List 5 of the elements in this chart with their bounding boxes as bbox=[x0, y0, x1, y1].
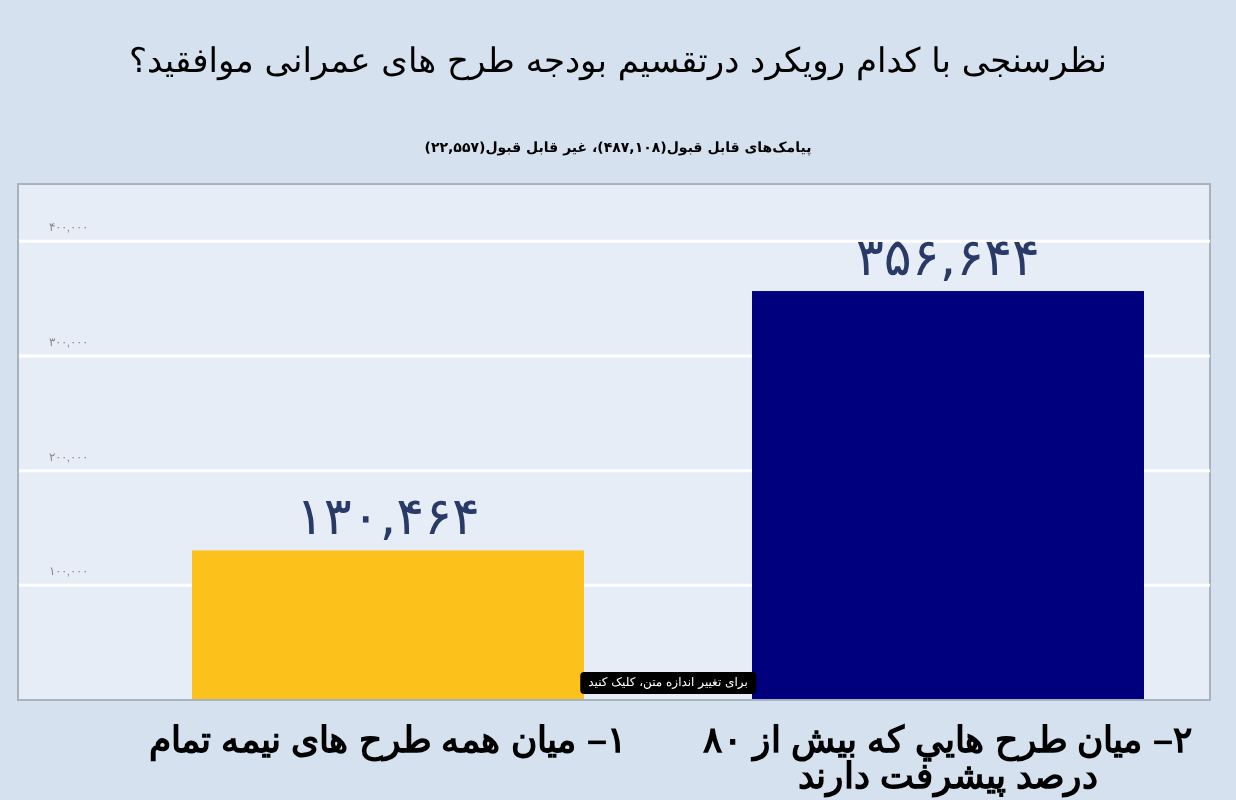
x-tick-label: ۲– میان طرح هایي که بیش از ۸۰ درصد پیشرفت دارند bbox=[700, 720, 1194, 798]
data-label: ۳۵۶,۶۴۴ bbox=[855, 229, 1041, 290]
data-label: ۱۳۰,۴۶۴ bbox=[295, 488, 481, 549]
chart-title: نظرسنجی با کدام رویکرد درتقسیم بودجه طرح های عمرانی موافقید؟ bbox=[128, 42, 1108, 82]
x-tick-label: ۱– میان همه طرح های نیمه تمام bbox=[148, 720, 628, 762]
